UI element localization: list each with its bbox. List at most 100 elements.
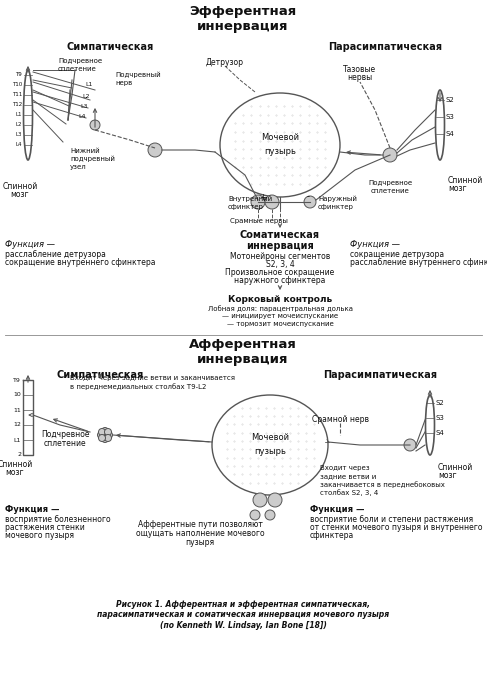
Text: Входит через задние ветви и заканчивается: Входит через задние ветви и заканчиваетс… <box>70 375 235 381</box>
Text: узел: узел <box>70 164 87 170</box>
Text: от стенки мочевого пузыря и внутреннего: от стенки мочевого пузыря и внутреннего <box>310 523 483 532</box>
Text: — тормозит мочеиспускание: — тормозит мочеиспускание <box>226 321 334 327</box>
Text: Подчревное: Подчревное <box>58 58 102 64</box>
Circle shape <box>105 435 112 441</box>
Text: Эфферентная
иннервация: Эфферентная иннервация <box>189 5 297 33</box>
Text: Входит через: Входит через <box>320 465 370 471</box>
Text: восприятие болезненного: восприятие болезненного <box>5 515 111 524</box>
Text: мозг: мозг <box>11 190 29 199</box>
Text: нерв: нерв <box>115 80 132 86</box>
Text: столбах S2, 3, 4: столбах S2, 3, 4 <box>320 489 378 496</box>
Text: T12: T12 <box>12 103 22 107</box>
Circle shape <box>268 493 282 507</box>
Text: -: - <box>306 192 310 202</box>
Text: 11: 11 <box>13 408 21 412</box>
Text: Функция —: Функция — <box>310 505 364 514</box>
Text: L3: L3 <box>80 103 88 109</box>
Text: S4: S4 <box>446 131 455 137</box>
Text: L1: L1 <box>16 113 22 117</box>
Text: Симпатическая: Симпатическая <box>66 42 153 52</box>
Text: Произвольное сокращение: Произвольное сокращение <box>225 268 335 277</box>
Text: пузырь: пузырь <box>254 446 286 456</box>
Text: 12: 12 <box>13 423 21 427</box>
Text: Спинной: Спинной <box>2 182 37 191</box>
Text: иннервация: иннервация <box>246 241 314 251</box>
Text: L2: L2 <box>82 95 90 99</box>
Text: L4: L4 <box>16 142 22 148</box>
Text: сокращение внутреннего сфинктера: сокращение внутреннего сфинктера <box>5 258 155 267</box>
Circle shape <box>106 431 112 439</box>
Text: наружного сфинктера: наружного сфинктера <box>234 276 326 285</box>
Text: Функция —: Функция — <box>5 505 59 514</box>
Circle shape <box>105 429 112 435</box>
Text: T9: T9 <box>15 72 22 78</box>
Text: подчревный: подчревный <box>70 156 115 163</box>
Text: пузырь: пузырь <box>264 146 296 155</box>
Circle shape <box>383 148 397 162</box>
Text: 10: 10 <box>13 392 21 398</box>
Text: Нижний: Нижний <box>70 148 100 154</box>
Circle shape <box>148 143 162 157</box>
Text: L1: L1 <box>85 82 93 88</box>
Text: Внутренний: Внутренний <box>228 196 272 202</box>
Circle shape <box>265 510 275 520</box>
Text: S2: S2 <box>436 400 445 406</box>
Text: L2: L2 <box>16 122 22 128</box>
Text: Подчревное: Подчревное <box>41 430 89 439</box>
Text: L1: L1 <box>14 437 21 443</box>
Circle shape <box>265 195 279 209</box>
Text: Спинной: Спинной <box>0 460 33 469</box>
Text: S3: S3 <box>446 114 455 120</box>
Text: восприятие боли и степени растяжения: восприятие боли и степени растяжения <box>310 515 473 524</box>
Text: Спинной: Спинной <box>448 176 483 185</box>
Text: Корковый контроль: Корковый контроль <box>228 295 332 304</box>
Text: Функция —: Функция — <box>350 240 400 249</box>
Text: пузыря: пузыря <box>186 538 215 547</box>
Text: — инициирует мочеиспускание: — инициирует мочеиспускание <box>222 313 338 319</box>
Text: T9: T9 <box>13 377 21 383</box>
Text: S3: S3 <box>436 415 445 421</box>
Text: сфинктер: сфинктер <box>318 204 354 210</box>
Text: Детрузор: Детрузор <box>206 58 244 67</box>
Text: заканчивается в переднебоковых: заканчивается в переднебоковых <box>320 481 445 488</box>
Circle shape <box>253 493 267 507</box>
Text: T10: T10 <box>12 82 22 88</box>
Circle shape <box>97 431 105 439</box>
Circle shape <box>250 510 260 520</box>
Text: S4: S4 <box>436 430 445 436</box>
Text: +: + <box>260 192 266 202</box>
Text: сфинктер: сфинктер <box>228 204 264 210</box>
Circle shape <box>101 435 109 443</box>
Text: сфинктера: сфинктера <box>310 531 354 540</box>
Text: S2, 3, 4: S2, 3, 4 <box>265 260 294 269</box>
Text: Мочевой: Мочевой <box>251 433 289 441</box>
Text: L3: L3 <box>16 132 22 138</box>
Circle shape <box>98 429 106 435</box>
Text: Парасимпатическая: Парасимпатическая <box>328 42 442 52</box>
Text: Рисунок 1. Афферентная и эфферентная симпатическая,
парасимпатическая и соматиче: Рисунок 1. Афферентная и эфферентная сим… <box>97 600 389 630</box>
Text: мозг: мозг <box>448 184 467 193</box>
Text: Мочевой: Мочевой <box>261 132 299 142</box>
Text: Афферентная
иннервация: Афферентная иннервация <box>189 338 297 366</box>
Text: растяжения стенки: растяжения стенки <box>5 523 85 532</box>
Text: Лобная доля: парацентральная долька: Лобная доля: парацентральная долька <box>207 305 353 312</box>
Text: Подчревный: Подчревный <box>115 72 161 78</box>
Circle shape <box>90 120 100 130</box>
Circle shape <box>251 195 265 209</box>
Text: Наружный: Наружный <box>318 196 357 202</box>
Text: ощущать наполнение мочевого: ощущать наполнение мочевого <box>136 529 264 538</box>
Text: в переднемедиальных столбах T9-L2: в переднемедиальных столбах T9-L2 <box>70 383 206 390</box>
Text: L4: L4 <box>78 113 86 119</box>
Text: T11: T11 <box>12 92 22 97</box>
Circle shape <box>304 196 316 208</box>
Text: сплетение: сплетение <box>371 188 410 194</box>
Text: мочевого пузыря: мочевого пузыря <box>5 531 74 540</box>
Text: сплетение: сплетение <box>44 439 86 448</box>
Text: сплетение: сплетение <box>58 66 97 72</box>
Text: Соматическая: Соматическая <box>240 230 320 240</box>
Text: Мотонейроны сегментов: Мотонейроны сегментов <box>230 252 330 261</box>
Text: Функция —: Функция — <box>5 240 55 249</box>
Text: расслабление детрузора: расслабление детрузора <box>5 250 106 259</box>
Text: сокращение детрузора: сокращение детрузора <box>350 250 444 259</box>
Circle shape <box>404 439 416 451</box>
